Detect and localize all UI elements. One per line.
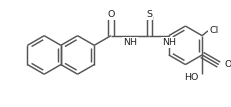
Text: NH: NH (162, 38, 176, 47)
Text: O: O (225, 60, 231, 69)
Text: HO: HO (184, 73, 198, 82)
Text: S: S (146, 10, 152, 19)
Text: O: O (107, 10, 115, 19)
Text: NH: NH (123, 38, 137, 47)
Text: Cl: Cl (209, 26, 218, 35)
